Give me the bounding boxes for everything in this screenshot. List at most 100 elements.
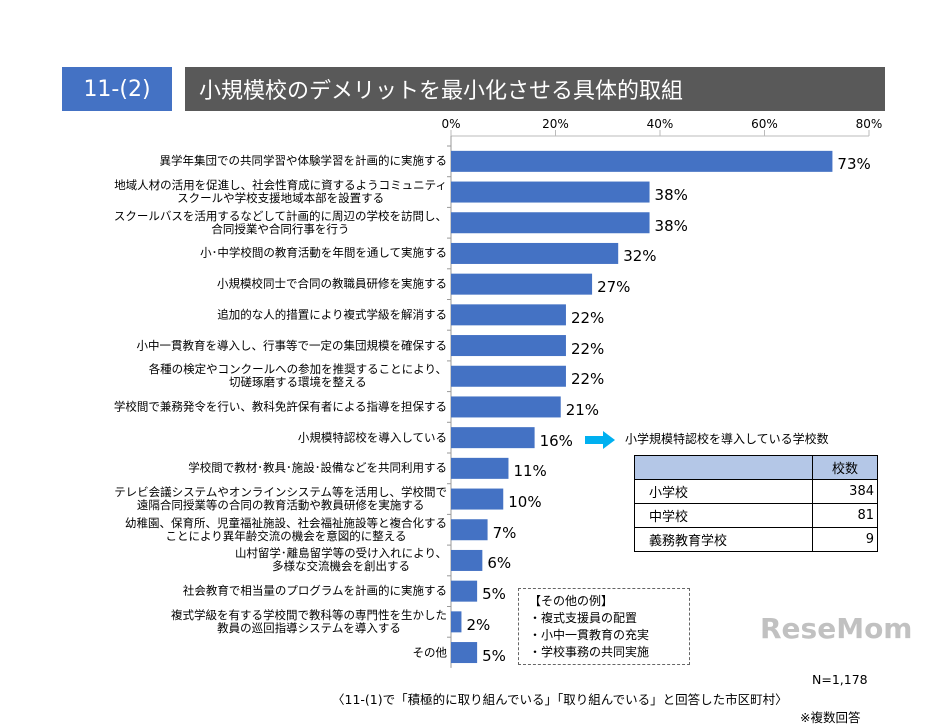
category-label: 小中一貫教育を導入し、行事等で一定の集団規模を確保する [137, 339, 448, 352]
bar [451, 396, 561, 418]
bar [451, 335, 566, 357]
category-label: 山村留学･離島留学等の受け入れにより、 多様な交流機会を創出する [235, 547, 447, 573]
sample-size: N=1,178 [812, 672, 868, 687]
bar [451, 427, 535, 449]
data-label: 5% [482, 646, 506, 665]
resemom-logo: ReseMom [760, 612, 913, 645]
table-row: 中学校 81 [634, 503, 878, 528]
category-label: 追加的な人的措置により複式学級を解消する [217, 308, 447, 321]
category-label-line: 合同授業や合同行事を行う [211, 221, 350, 236]
category-label-line: 小･中学校間の教育活動を年間を通して実施する [200, 245, 447, 260]
data-label: 5% [482, 585, 506, 604]
tick-label: 60% [751, 117, 778, 131]
category-label-line: 複式学級を有する学校間で教科等の専門性を生かした [171, 607, 447, 622]
data-label: 16% [539, 431, 573, 450]
category-label: テレビ会議システムやオンラインシステム等を活用し、学校間で 遠隔合同授業等の合同の… [114, 486, 447, 512]
data-label: 73% [837, 155, 871, 174]
category-label: 地域人材の活用を促進し、社会性育成に資するようコミュニティ スクールや学校支援地域… [114, 179, 447, 205]
category-label: 小規模校同士で合同の教職員研修を実施する [217, 276, 447, 291]
data-label: 27% [597, 278, 631, 297]
row-name: 小学校 [634, 479, 813, 504]
bar [451, 273, 593, 295]
category-label: 各種の検定やコンクールへの参加を推奨することにより、 切磋琢磨する環境を整える [149, 363, 447, 389]
multiple-answer-note: ※複数回答 [800, 710, 861, 725]
category-label: 小･中学校間の教育活動を年間を通して実施する [200, 245, 447, 260]
other-examples-title: 【その他の例】 [529, 594, 614, 608]
tick-label: 0% [441, 117, 461, 131]
bar [451, 611, 462, 633]
bar [451, 365, 566, 387]
bar [451, 242, 619, 264]
category-label: 小規模特認校を導入している [298, 431, 447, 444]
category-label: その他 [413, 646, 448, 659]
school-count-table: 校数 小学校 384 中学校 81 義務教育学校 9 [634, 455, 878, 552]
header-cell-empty [634, 455, 813, 480]
category-label: 学校間で教材･教具･施設･設備などを共同利用する [188, 460, 447, 475]
bar [451, 519, 488, 541]
bar [451, 488, 504, 510]
row-count: 81 [812, 503, 878, 528]
bar [451, 457, 509, 479]
category-label: 学校間で兼務発令を行い、教科免許保有者による指導を担保する [114, 400, 447, 413]
category-label: 幼稚園、保育所、児童福祉施設、社会福祉施設等と複合化する ことにより異年齢交流の機… [125, 515, 447, 543]
category-label-line: 社会教育で相当量のプログラムを計画的に実施する [182, 583, 447, 598]
category-label-line: 地域人材の活用を促進し、社会性育成に資するようコミュニティ [114, 178, 447, 193]
data-label: 6% [487, 554, 512, 573]
data-label: 38% [654, 186, 688, 205]
header-cell-count: 校数 [812, 455, 878, 480]
category-label-line: その他 [412, 645, 448, 660]
other-example-item: ・学校事務の共同実施 [529, 645, 650, 659]
category-label: 社会教育で相当量のプログラムを計画的に実施する [182, 583, 447, 598]
data-label: 22% [570, 308, 605, 327]
data-label: 32% [623, 247, 657, 266]
category-label-line: 学校間で教材･教具･施設･設備などを共同利用する [188, 460, 447, 475]
tick-label: 20% [542, 117, 569, 131]
arrow-right-icon [585, 431, 615, 449]
category-label-line: 異学年集団での共同学習や体験学習を計画的に実施する [159, 153, 448, 168]
category-label: 異学年集団での共同学習や体験学習を計画的に実施する [159, 153, 448, 168]
category-label-line: テレビ会議システムやオンラインシステム等を活用し、学校間で [114, 485, 447, 500]
data-label: 11% [513, 462, 547, 481]
category-label-line: 多様な交流機会を創出する [271, 559, 410, 574]
other-example-item: ・複式支援員の配置 [529, 611, 638, 625]
data-label: 7% [492, 523, 517, 542]
category-label-line: スクールバスを活用するなどして計画的に周辺の学校を訪問し、 [113, 208, 447, 223]
callout-title: 小学規模特認校を導入している学校数 [625, 432, 829, 446]
category-label-line: 遠隔合同授業等の合同の教育活動や教員研修を実施する [136, 498, 425, 513]
category-label: スクールバスを活用するなどして計画的に周辺の学校を訪問し、 合同授業や合同行事を行… [113, 208, 447, 236]
table-header-row: 校数 [634, 455, 878, 480]
footnote: 〈11-(1)で「積極的に取り組んでいる」「取り組んでいる」と回答した市区町村〉 [332, 692, 788, 707]
category-label-line: 小規模特認校を導入している [297, 430, 447, 445]
bar [451, 181, 650, 203]
data-label: 2% [466, 615, 491, 634]
tick-label: 80% [855, 117, 883, 131]
page-title: 小規模校のデメリットを最小化させる具体的取組 [185, 67, 885, 111]
bar [451, 150, 833, 172]
category-label-line: ことにより異年齢交流の機会を意図的に整える [165, 528, 407, 543]
data-label: 21% [565, 400, 600, 419]
category-label-line: 追加的な人的措置により複式学級を解消する [217, 307, 447, 322]
row-count: 384 [812, 479, 878, 504]
data-label: 38% [654, 216, 688, 235]
category-label-line: 幼稚園、保育所、児童福祉施設、社会福祉施設等と複合化する [125, 515, 447, 530]
category-label-line: スクールや学校支援地域本部を設置する [177, 191, 385, 206]
category-label-line: 切磋琢磨する環境を整える [229, 375, 367, 390]
other-examples-box: 【その他の例】 ・複式支援員の配置 ・小中一貫教育の充実 ・学校事務の共同実施 [518, 588, 690, 665]
table-row: 小学校 384 [634, 479, 878, 504]
bar [451, 304, 566, 326]
data-label: 22% [570, 370, 605, 389]
category-label-line: 小規模校同士で合同の教職員研修を実施する [217, 276, 447, 291]
category-label-line: 学校間で兼務発令を行い、教科免許保有者による指導を担保する [113, 399, 447, 414]
other-example-item: ・小中一貫教育の充実 [529, 628, 650, 642]
row-count: 9 [812, 527, 878, 552]
category-label-line: 山村留学･離島留学等の受け入れにより、 [234, 546, 447, 561]
category-label-line: 各種の検定やコンクールへの参加を推奨することにより、 [148, 362, 447, 377]
data-label: 10% [508, 493, 542, 512]
category-label-line: 小中一貫教育を導入し、行事等で一定の集団規模を確保する [136, 338, 448, 353]
bar [451, 580, 478, 602]
row-name: 中学校 [634, 503, 813, 528]
category-label-line: 教員の巡回指導システムを導入する [217, 620, 401, 635]
bar [451, 212, 650, 234]
row-name: 義務教育学校 [634, 527, 813, 552]
data-label: 22% [570, 339, 605, 358]
